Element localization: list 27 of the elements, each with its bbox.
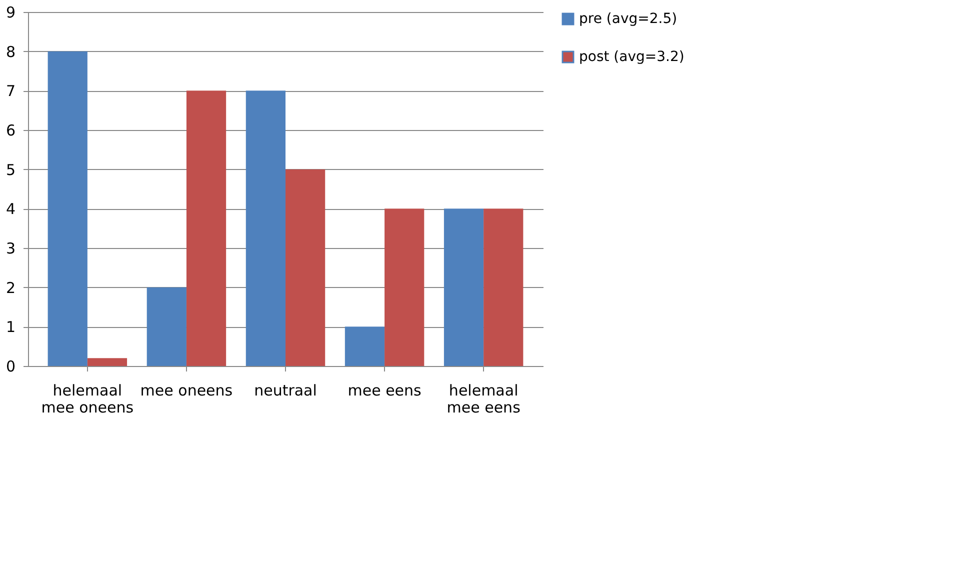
bar xyxy=(384,208,424,366)
bar xyxy=(344,326,385,366)
legend-label: post (avg=3.2) xyxy=(579,49,684,65)
x-tick-label: mee eens xyxy=(348,382,422,400)
bar xyxy=(48,51,88,366)
y-tick-label: 3 xyxy=(6,240,16,258)
y-tick-label: 1 xyxy=(6,318,16,336)
x-tick-label: helemaal mee eens xyxy=(446,382,521,416)
y-tick-label: 2 xyxy=(6,278,16,297)
legend-label: pre (avg=2.5) xyxy=(579,11,678,27)
y-tick-label: 9 xyxy=(6,4,16,22)
bar xyxy=(146,287,186,366)
y-tick-label: 0 xyxy=(6,358,16,376)
y-tick-label: 6 xyxy=(6,122,16,140)
y-tick-label: 4 xyxy=(6,200,16,218)
bar xyxy=(484,208,524,366)
bar xyxy=(186,90,226,366)
y-tick-label: 7 xyxy=(6,82,16,100)
bar xyxy=(286,169,326,366)
x-tick-label: neutraal xyxy=(254,382,317,400)
bar xyxy=(87,358,128,366)
y-tick-label: 5 xyxy=(6,160,16,179)
bar xyxy=(444,208,484,366)
x-tick-label: helemaal mee oneens xyxy=(41,382,134,416)
y-tick-label: 8 xyxy=(6,42,16,61)
x-tick-label: mee oneens xyxy=(140,382,233,400)
bar xyxy=(246,90,286,366)
